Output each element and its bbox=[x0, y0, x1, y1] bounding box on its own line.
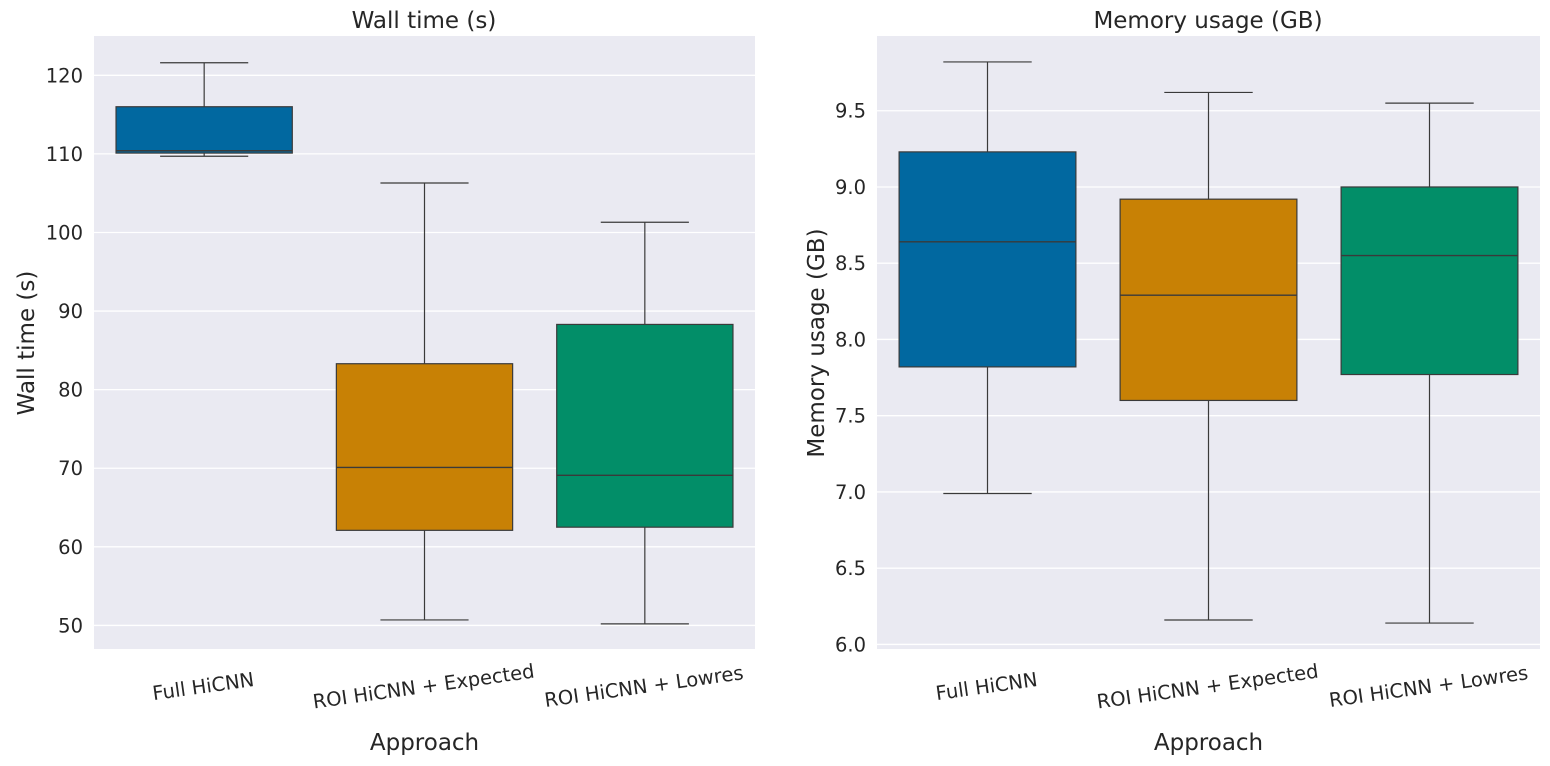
iqr-box bbox=[115, 106, 293, 154]
iqr-box bbox=[898, 151, 1077, 368]
box-3 bbox=[556, 221, 734, 625]
y-tick-label: 7.5 bbox=[835, 405, 866, 428]
y-tick-label: 90 bbox=[58, 300, 83, 323]
chart-title: Wall time (s) bbox=[352, 8, 497, 34]
box-2 bbox=[335, 182, 514, 621]
y-tick-label: 60 bbox=[58, 536, 83, 559]
y-tick-label: 9.5 bbox=[835, 100, 866, 123]
y-axis-label: Memory usage (GB) bbox=[804, 228, 830, 457]
box-2 bbox=[1119, 91, 1298, 621]
box-1 bbox=[115, 62, 293, 157]
y-tick-label: 9.0 bbox=[835, 176, 866, 199]
iqr-box bbox=[556, 323, 734, 528]
y-tick-label: 6.0 bbox=[835, 633, 866, 656]
x-tick-label: ROI HiCNN + Lowres bbox=[1328, 661, 1530, 712]
y-tick-label: 110 bbox=[46, 143, 83, 166]
y-tick-label: 70 bbox=[58, 457, 83, 480]
x-tick-label: ROI HiCNN + Expected bbox=[311, 660, 535, 714]
x-axis-label: Approach bbox=[1154, 730, 1263, 756]
box-3 bbox=[1340, 102, 1519, 624]
panel-2: 6.0 6.5 7.0 7.5 8.0 8.5 9.0 9.5 Full HiCNN ROI Hi… bbox=[804, 8, 1540, 756]
panel-1: 50 60 70 80 90 100 110 120 Full HiCNN ROI HiCNN +… bbox=[14, 8, 755, 756]
y-tick-label: 50 bbox=[58, 614, 83, 637]
chart-title: Memory usage (GB) bbox=[1093, 8, 1322, 34]
y-tick-label: 8.5 bbox=[835, 252, 866, 275]
x-tick-label: Full HiCNN bbox=[934, 668, 1039, 705]
y-axis-label: Wall time (s) bbox=[14, 271, 40, 416]
iqr-box bbox=[335, 363, 514, 531]
y-tick-label: 8.0 bbox=[835, 328, 866, 351]
x-tick-label: ROI HiCNN + Expected bbox=[1095, 660, 1319, 714]
x-axis-label: Approach bbox=[370, 730, 479, 756]
x-tick-label: Full HiCNN bbox=[151, 668, 256, 705]
box-1 bbox=[898, 61, 1077, 495]
y-tick-label: 120 bbox=[46, 64, 83, 87]
iqr-box bbox=[1340, 186, 1519, 376]
x-tick-label: ROI HiCNN + Lowres bbox=[543, 661, 745, 712]
y-tick-label: 100 bbox=[46, 221, 83, 244]
y-tick-label: 80 bbox=[58, 379, 83, 402]
iqr-box bbox=[1119, 198, 1298, 402]
y-tick-label: 7.0 bbox=[835, 481, 866, 504]
y-tick-label: 6.5 bbox=[835, 557, 866, 580]
